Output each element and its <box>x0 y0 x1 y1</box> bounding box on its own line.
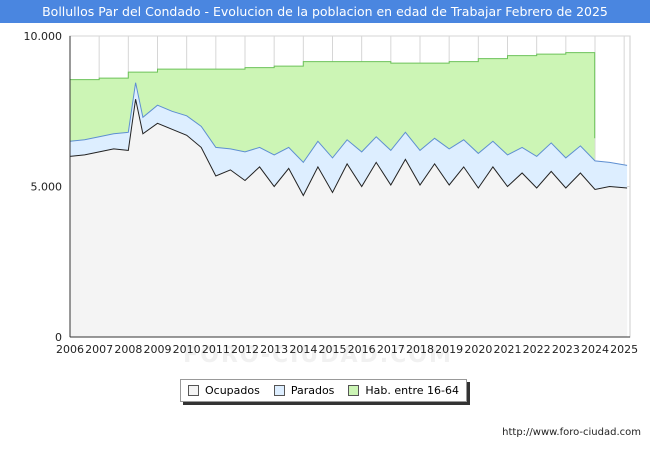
parados-swatch <box>273 385 285 396</box>
x-tick-label: 2010 <box>173 343 201 356</box>
y-tick-label: 0 <box>55 331 62 344</box>
x-tick-label: 2017 <box>377 343 405 356</box>
x-tick-label: 2022 <box>523 343 551 356</box>
legend-item-parados: Parados <box>273 384 335 397</box>
ocupados-swatch <box>187 385 199 396</box>
x-tick-label: 2015 <box>319 343 347 356</box>
x-tick-label: 2021 <box>494 343 522 356</box>
legend-item-hab: Hab. entre 16-64 <box>348 384 459 397</box>
x-tick-label: 2014 <box>289 343 317 356</box>
x-tick-label: 2016 <box>348 343 376 356</box>
source-link[interactable]: http://www.foro-ciudad.com <box>502 427 641 438</box>
y-tick-label: 10.000 <box>24 30 63 43</box>
x-tick-label: 2012 <box>231 343 259 356</box>
watermark: FORO-CIUDAD.COM <box>183 343 453 368</box>
x-tick-label: 2007 <box>85 343 113 356</box>
legend-label-ocupados: Ocupados <box>204 384 260 397</box>
legend-label-parados: Parados <box>290 384 335 397</box>
x-tick-label: 2009 <box>144 343 172 356</box>
x-tick-label: 2013 <box>260 343 288 356</box>
ocupados-area <box>70 99 628 337</box>
legend-item-ocupados: Ocupados <box>187 384 260 397</box>
chart-title: Bollullos Par del Condado - Evolucion de… <box>0 0 650 23</box>
x-tick-label: 2011 <box>202 343 230 356</box>
legend-label-hab: Hab. entre 16-64 <box>365 384 459 397</box>
x-tick-label: 2018 <box>406 343 434 356</box>
x-tick-label: 2020 <box>464 343 492 356</box>
x-tick-label: 2024 <box>581 343 609 356</box>
hab-swatch <box>348 385 360 396</box>
x-tick-label: 2006 <box>56 343 84 356</box>
x-tick-label: 2023 <box>552 343 580 356</box>
x-tick-label: 2008 <box>114 343 142 356</box>
hab-line <box>70 52 596 139</box>
y-tick-label: 5.000 <box>31 181 63 194</box>
ocupados-line <box>69 99 628 197</box>
x-tick-label: 2019 <box>435 343 463 356</box>
parados-line <box>69 82 628 166</box>
legend: Ocupados Parados Hab. entre 16-64 <box>180 379 467 402</box>
x-tick-label: 2025 <box>610 343 638 356</box>
